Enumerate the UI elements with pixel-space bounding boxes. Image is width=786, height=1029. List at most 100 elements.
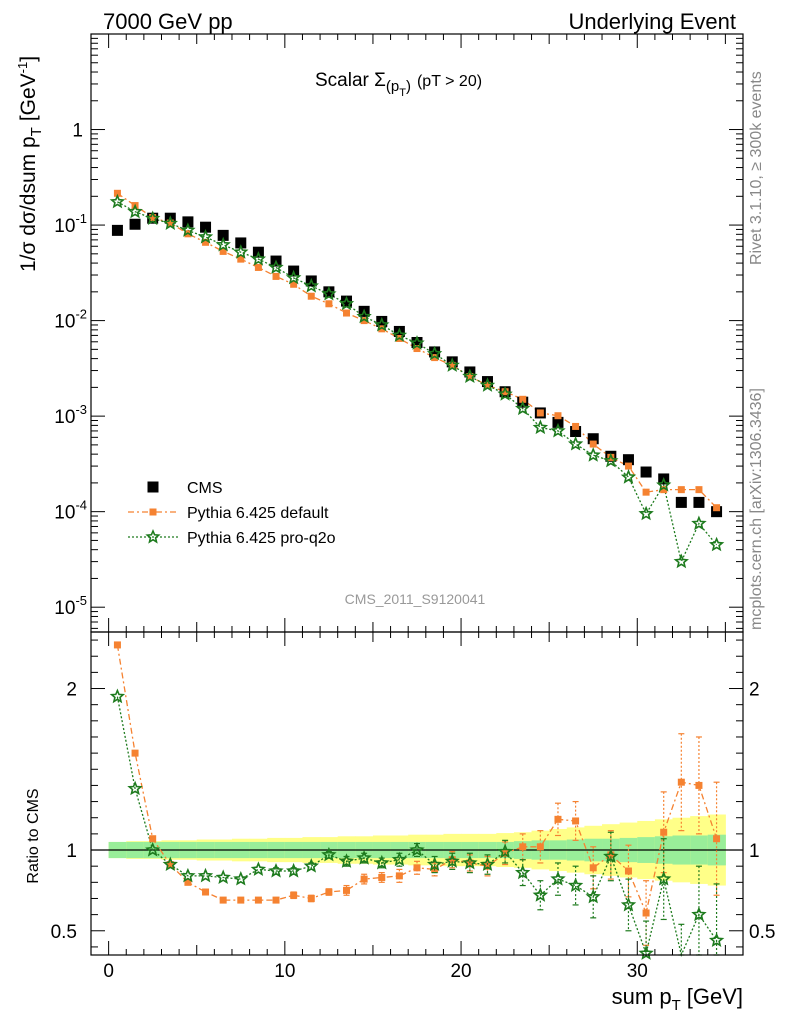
- ratio-default-point: [254, 896, 262, 904]
- default-point: [360, 317, 368, 325]
- ratio-proq2o-point: [532, 887, 549, 902]
- ratio-y-tick-label: 1: [66, 841, 77, 862]
- legend-label: Pythia 6.425 default: [187, 505, 329, 522]
- default-point: [589, 440, 597, 448]
- ratio-proq2o-point: [479, 856, 496, 872]
- x-tick-label: 10: [274, 961, 295, 982]
- proq2o-point: [145, 210, 161, 226]
- proq2o-point: [285, 269, 302, 285]
- proq2o-point: [691, 515, 707, 531]
- ratio-default-point: [360, 875, 368, 883]
- ratio-proq2o-point: [391, 851, 408, 867]
- analysis-watermark: CMS_2011_S9120041: [345, 591, 486, 607]
- proq2o-point: [356, 308, 372, 324]
- y-tick-base: 10: [54, 407, 75, 428]
- cms-point: [235, 237, 247, 249]
- ylabel-unit-close: ]: [17, 56, 40, 62]
- ratio-default-point: [219, 896, 227, 904]
- ratio-default-point: [713, 835, 721, 843]
- y-tick-label: 10-1: [54, 211, 87, 237]
- cms-point: [217, 229, 229, 241]
- default-point: [677, 486, 685, 494]
- cms-point: [481, 376, 493, 388]
- y-tick-label: 10-5: [54, 593, 87, 619]
- x-tick-label: 20: [450, 961, 471, 982]
- rivet-label: Rivet 3.1.10, ≥ 300k events: [748, 71, 765, 265]
- default-point: [483, 381, 491, 389]
- ratio-proq2o-point: [497, 843, 513, 859]
- ratio-y-tick-label-right: 2: [749, 680, 760, 701]
- default-point: [536, 409, 544, 417]
- default-point: [554, 412, 562, 420]
- default-point: [501, 388, 509, 396]
- y-tick-base: 10: [54, 312, 75, 333]
- ratio-proq2o-point: [585, 888, 601, 904]
- proq2o-point: [532, 419, 549, 435]
- x-tick-label: 30: [627, 961, 648, 982]
- ratio-default-point: [343, 886, 351, 894]
- cms-point: [693, 496, 705, 508]
- proq2o-point: [250, 251, 267, 266]
- ratio-y-tick-label: 2: [66, 680, 77, 701]
- ratio-default-point: [660, 828, 668, 836]
- default-point: [166, 219, 174, 227]
- ratio-proq2o-point: [145, 841, 161, 857]
- default-point: [642, 488, 650, 496]
- ratio-proq2o-point: [426, 856, 443, 872]
- proq2o-point: [127, 203, 143, 219]
- y-tick-label: 10-4: [54, 498, 87, 524]
- ratio-proq2o-point: [338, 853, 355, 868]
- default-point: [307, 292, 315, 300]
- y-tick-base: 1: [72, 121, 83, 142]
- default-point: [695, 486, 703, 494]
- title-sub: (p: [386, 78, 399, 95]
- ratio-default-point: [237, 896, 245, 904]
- mcplots-label: mcplots.cern.ch [arXiv:1306.3436]: [748, 388, 765, 630]
- cms-point: [323, 286, 335, 298]
- chart-marks: [109, 189, 725, 960]
- proq2o-point: [673, 553, 689, 569]
- ratio-default-point: [624, 867, 632, 875]
- default-point: [343, 309, 351, 317]
- ratio-y-tick-label: 0.5: [51, 922, 77, 943]
- ratio-y-tick-label-right: 0.5: [749, 922, 775, 943]
- cms-point: [640, 466, 652, 478]
- ratio-proq2o-point: [691, 906, 707, 922]
- ratio-proq2o-point: [638, 945, 654, 960]
- proq2o-point: [620, 468, 637, 484]
- proq2o-point: [479, 377, 496, 392]
- ratio-default-point: [113, 641, 121, 649]
- proq2o-point: [338, 295, 355, 311]
- cms-point: [711, 506, 723, 518]
- cms-point: [429, 346, 441, 358]
- ratio-proq2o-point: [250, 861, 267, 876]
- y-tick-exp: -5: [75, 593, 87, 608]
- ratio-proq2o-point: [514, 864, 531, 880]
- ratio-default-point: [325, 888, 333, 896]
- y-tick-base: 10: [54, 216, 75, 237]
- proq2o-point: [444, 357, 460, 372]
- proq2o-point: [391, 327, 408, 343]
- ratio-default-point: [536, 843, 544, 851]
- ratio-proq2o-point: [109, 688, 126, 704]
- default-point: [572, 422, 580, 430]
- default-point: [272, 272, 280, 280]
- xlabel-sub: T: [672, 997, 681, 1014]
- y-tick-exp: -3: [75, 402, 87, 417]
- cms-point: [552, 416, 564, 428]
- default-point: [149, 214, 157, 222]
- ratio-default-point: [413, 864, 421, 872]
- ratio-proq2o-point: [462, 854, 478, 870]
- cms-point: [446, 356, 458, 368]
- legend-marker-default: [149, 508, 157, 516]
- title-close: ): [406, 78, 411, 95]
- proq2o-point: [462, 368, 478, 383]
- default-point: [113, 189, 121, 197]
- ratio-proq2o-point: [162, 856, 178, 872]
- default-point: [448, 361, 456, 369]
- y-tick-base: 10: [54, 503, 75, 524]
- ratio-ylabel: Ratio to CMS: [25, 788, 42, 883]
- proq2o-point: [585, 447, 601, 462]
